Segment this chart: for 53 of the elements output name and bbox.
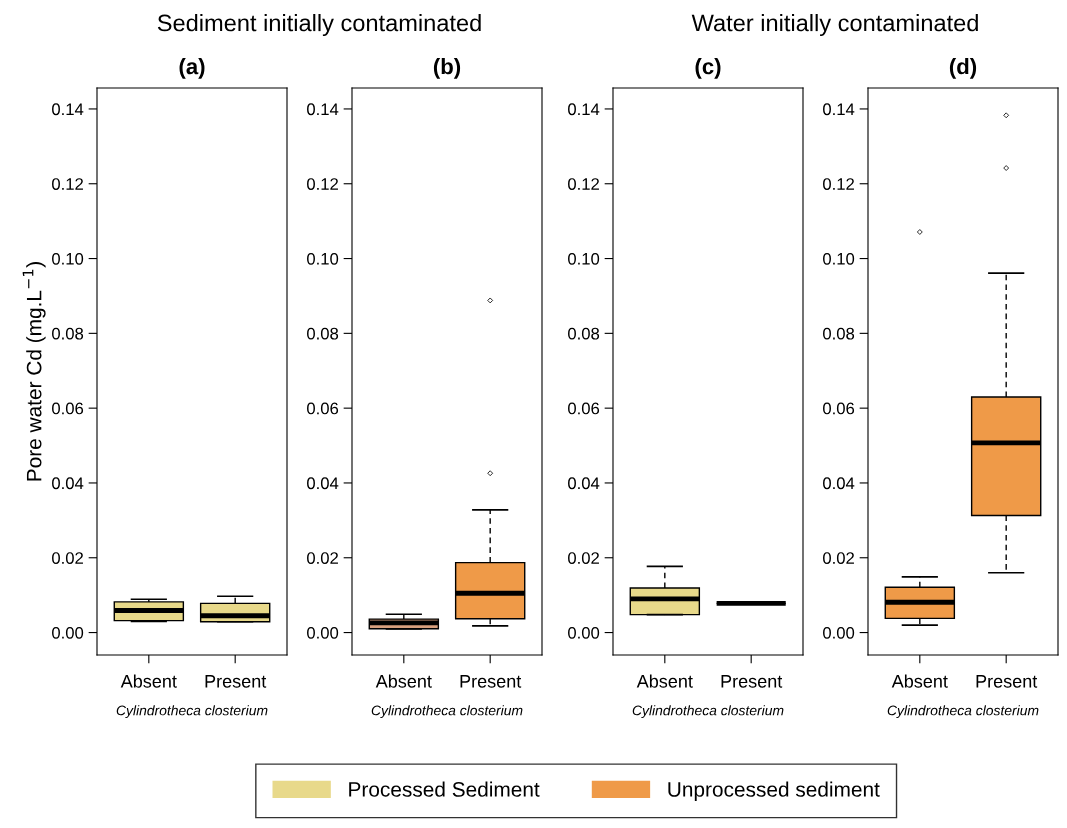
- y-tick-label: 0.12: [568, 178, 599, 190]
- y-tick-label: 0.14: [52, 103, 84, 116]
- y-tick-label: 0.12: [307, 178, 338, 190]
- y-tick-label: 0.00: [52, 626, 84, 639]
- chart-subtitle: Water initially contaminated: [691, 14, 978, 37]
- y-tick-label: 0.02: [307, 552, 338, 564]
- x-tick-label: Absent: [120, 674, 177, 688]
- y-tick-label: 0.10: [52, 252, 84, 265]
- y-tick-label: 0.08: [568, 327, 600, 340]
- x-tick-label: Present: [460, 675, 522, 688]
- y-tick-label: 0.10: [307, 252, 339, 265]
- y-tick-label: 0.04: [823, 477, 855, 490]
- y-tick-label: 0.12: [52, 178, 83, 190]
- y-tick-label: 0.10: [823, 252, 855, 265]
- y-tick-label: 0.00: [823, 626, 855, 639]
- y-tick-label: 0.14: [307, 103, 339, 116]
- y-tick-label: 0.04: [307, 477, 339, 490]
- y-tick-label: 0.14: [823, 103, 855, 116]
- x-tick-label: Present: [205, 675, 267, 688]
- y-tick-label: 0.02: [52, 552, 83, 564]
- chart-title: (d): [949, 58, 977, 79]
- chart-title: (a): [179, 58, 205, 79]
- y-axis-title: Pore water Cd (mg.L$^{−1}$): [22, 262, 46, 481]
- y-tick-label: 0.10: [568, 252, 600, 265]
- y-tick-label: 0.06: [823, 402, 855, 415]
- y-tick-label: 0.08: [823, 327, 855, 340]
- x-tick-label: Absent: [891, 674, 948, 688]
- chart-subtitle: Sediment initially contaminated: [157, 14, 481, 37]
- y-tick-label: 0.08: [52, 327, 84, 340]
- chart-title: (b): [433, 58, 461, 79]
- legend-label: Unprocessed sediment: [668, 781, 880, 801]
- x-axis-title: Cylindrotheca closterium: [116, 705, 268, 719]
- legend-label: Processed Sediment: [349, 781, 540, 797]
- y-tick-label: 0.00: [307, 626, 339, 639]
- y-tick-label: 0.12: [823, 178, 854, 190]
- y-tick-label: 0.08: [307, 327, 339, 340]
- x-tick-label: Absent: [636, 674, 693, 688]
- y-tick-label: 0.04: [52, 477, 84, 490]
- x-tick-label: Present: [721, 675, 783, 688]
- y-tick-label: 0.06: [307, 402, 339, 415]
- y-tick-label: 0.02: [823, 552, 854, 564]
- y-tick-label: 0.04: [568, 477, 600, 490]
- x-axis-title: Cylindrotheca closterium: [371, 705, 523, 719]
- x-tick-label: Present: [976, 675, 1038, 688]
- x-axis-title: Cylindrotheca closterium: [632, 705, 784, 719]
- chart-title: (c): [695, 58, 721, 79]
- x-axis-title: Cylindrotheca closterium: [887, 705, 1039, 719]
- y-tick-label: 0.00: [568, 626, 600, 639]
- y-tick-label: 0.14: [568, 103, 600, 116]
- y-tick-label: 0.02: [568, 552, 599, 564]
- y-tick-label: 0.06: [52, 402, 84, 415]
- x-tick-label: Absent: [375, 674, 432, 688]
- y-tick-label: 0.06: [568, 402, 600, 415]
